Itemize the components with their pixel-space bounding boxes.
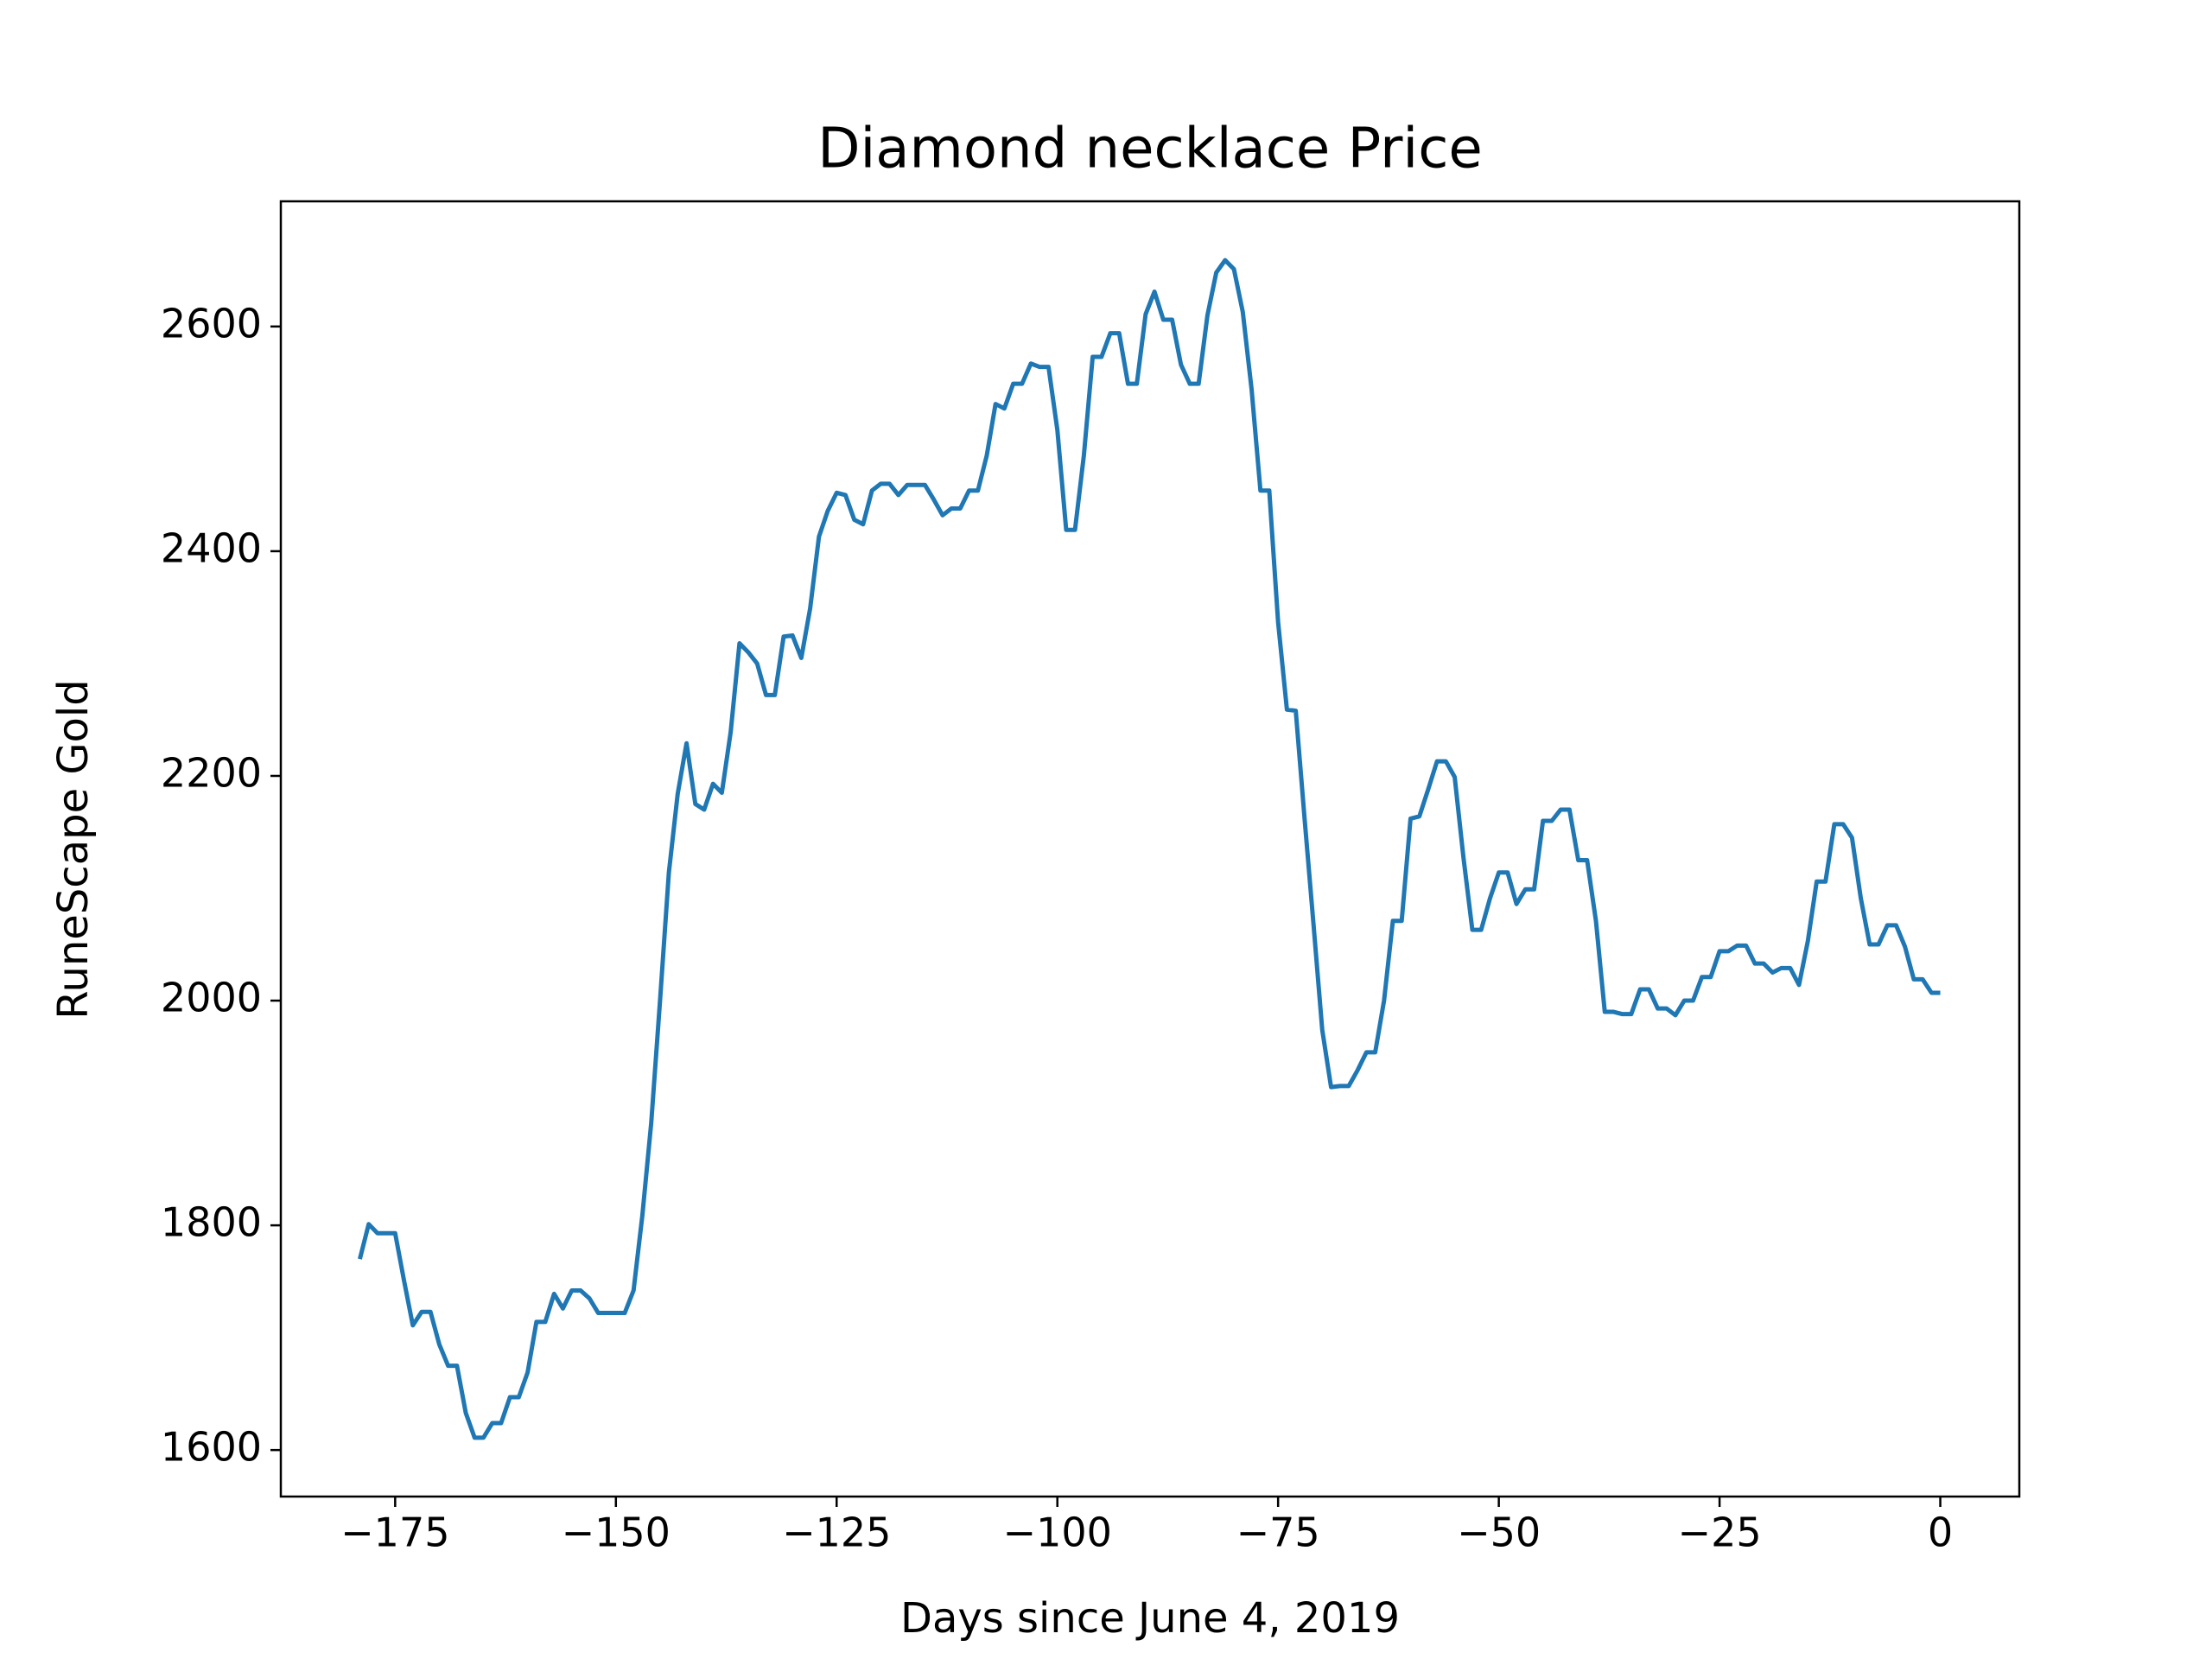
x-tick-label: −100 — [1003, 1510, 1112, 1556]
x-tick-label: −150 — [562, 1510, 671, 1556]
y-tick-label: 2600 — [161, 300, 262, 346]
x-tick-label: −125 — [782, 1510, 891, 1556]
x-axis-label: Days since June 4, 2019 — [900, 1594, 1400, 1643]
plot-frame — [279, 200, 2021, 1498]
x-tick-label: −50 — [1457, 1510, 1541, 1556]
y-axis-label: RuneScape Gold — [49, 679, 98, 1019]
y-tick-label: 2000 — [161, 975, 262, 1021]
y-tick-label: 2400 — [161, 524, 262, 571]
x-tick-label: −75 — [1236, 1510, 1320, 1556]
price-line — [358, 257, 1941, 1440]
y-tick-label: 1600 — [161, 1424, 262, 1471]
x-tick-label: −25 — [1678, 1510, 1762, 1556]
y-tick-label: 1800 — [161, 1199, 262, 1246]
chart-title: Diamond necklace Price — [817, 118, 1483, 181]
x-tick-label: −175 — [340, 1510, 449, 1556]
y-tick-label: 2200 — [161, 749, 262, 796]
x-tick-label: 0 — [1928, 1510, 1953, 1556]
